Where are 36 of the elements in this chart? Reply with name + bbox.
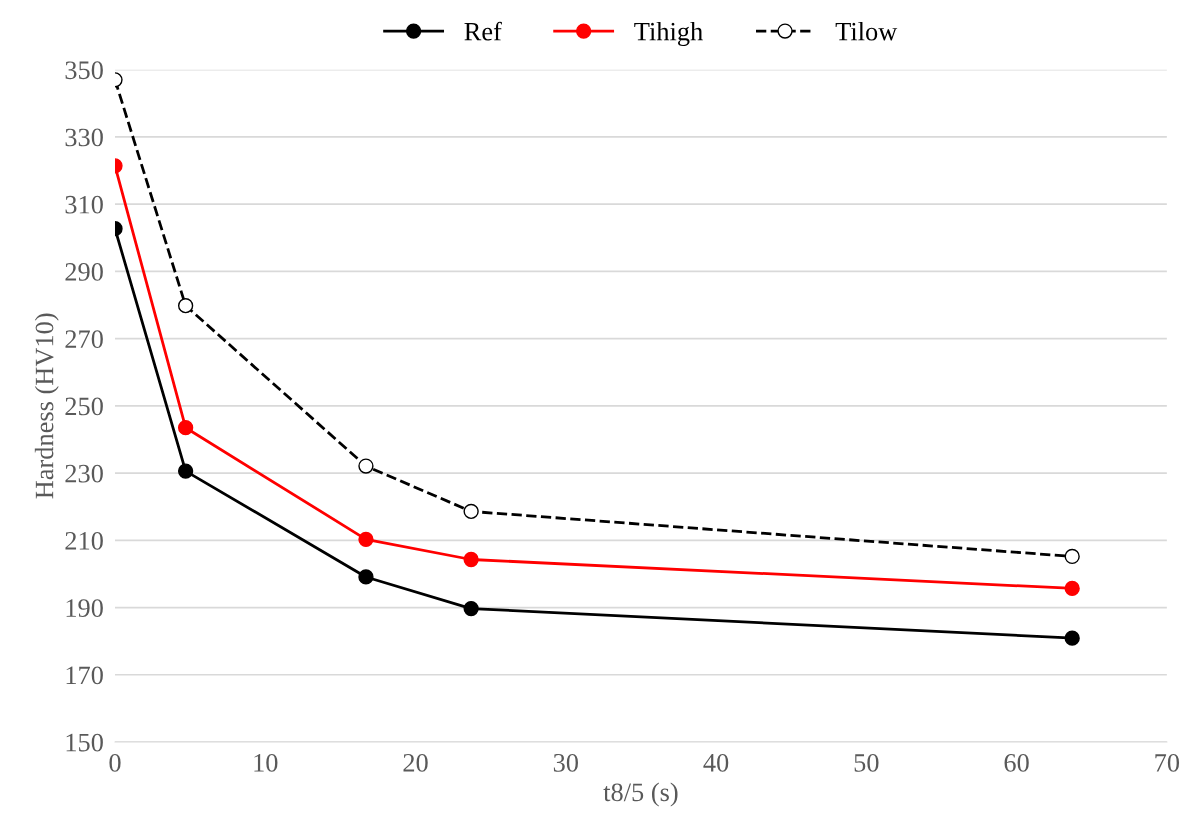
x-tick-label: 50 — [854, 753, 879, 772]
point — [1064, 630, 1080, 646]
y-tick-label: 210 — [65, 531, 103, 550]
x-tick-label: 70 — [1155, 753, 1180, 772]
legend-label: Tihigh — [634, 21, 703, 46]
point — [358, 458, 374, 474]
point — [1064, 548, 1080, 565]
y-tick-label: 250 — [65, 397, 103, 416]
point — [1064, 580, 1080, 597]
point — [463, 551, 479, 568]
legend-label: Tilow — [835, 21, 898, 41]
point — [358, 531, 374, 547]
y-tick-label: 170 — [66, 666, 103, 685]
x-tick-label: 20 — [403, 753, 428, 772]
y-axis-title: Hardness (HV10) — [34, 313, 59, 499]
x-tick-label: 30 — [553, 753, 578, 772]
y-tick-label: 150 — [66, 733, 103, 752]
y-tick-label: 290 — [65, 263, 103, 281]
point — [463, 600, 479, 617]
point — [177, 298, 194, 314]
point — [463, 503, 479, 520]
y-tick-label: 230 — [65, 464, 103, 483]
point — [177, 463, 194, 479]
x-tick-label: 40 — [703, 753, 729, 772]
point — [177, 420, 194, 436]
x-tick-label: 0 — [109, 753, 121, 772]
y-tick-label: 270 — [65, 330, 103, 349]
x-tick-label: 10 — [254, 753, 278, 772]
y-tick-label: 190 — [66, 599, 103, 617]
point — [358, 569, 374, 585]
y-tick-label: 310 — [65, 195, 103, 214]
y-tick-label: 330 — [65, 128, 103, 147]
x-tick-label: 60 — [1004, 753, 1029, 772]
y-tick-label: 350 — [65, 61, 103, 80]
legend-label: Ref — [464, 21, 502, 41]
x-axis-title: t8/5 (s) — [603, 782, 678, 807]
